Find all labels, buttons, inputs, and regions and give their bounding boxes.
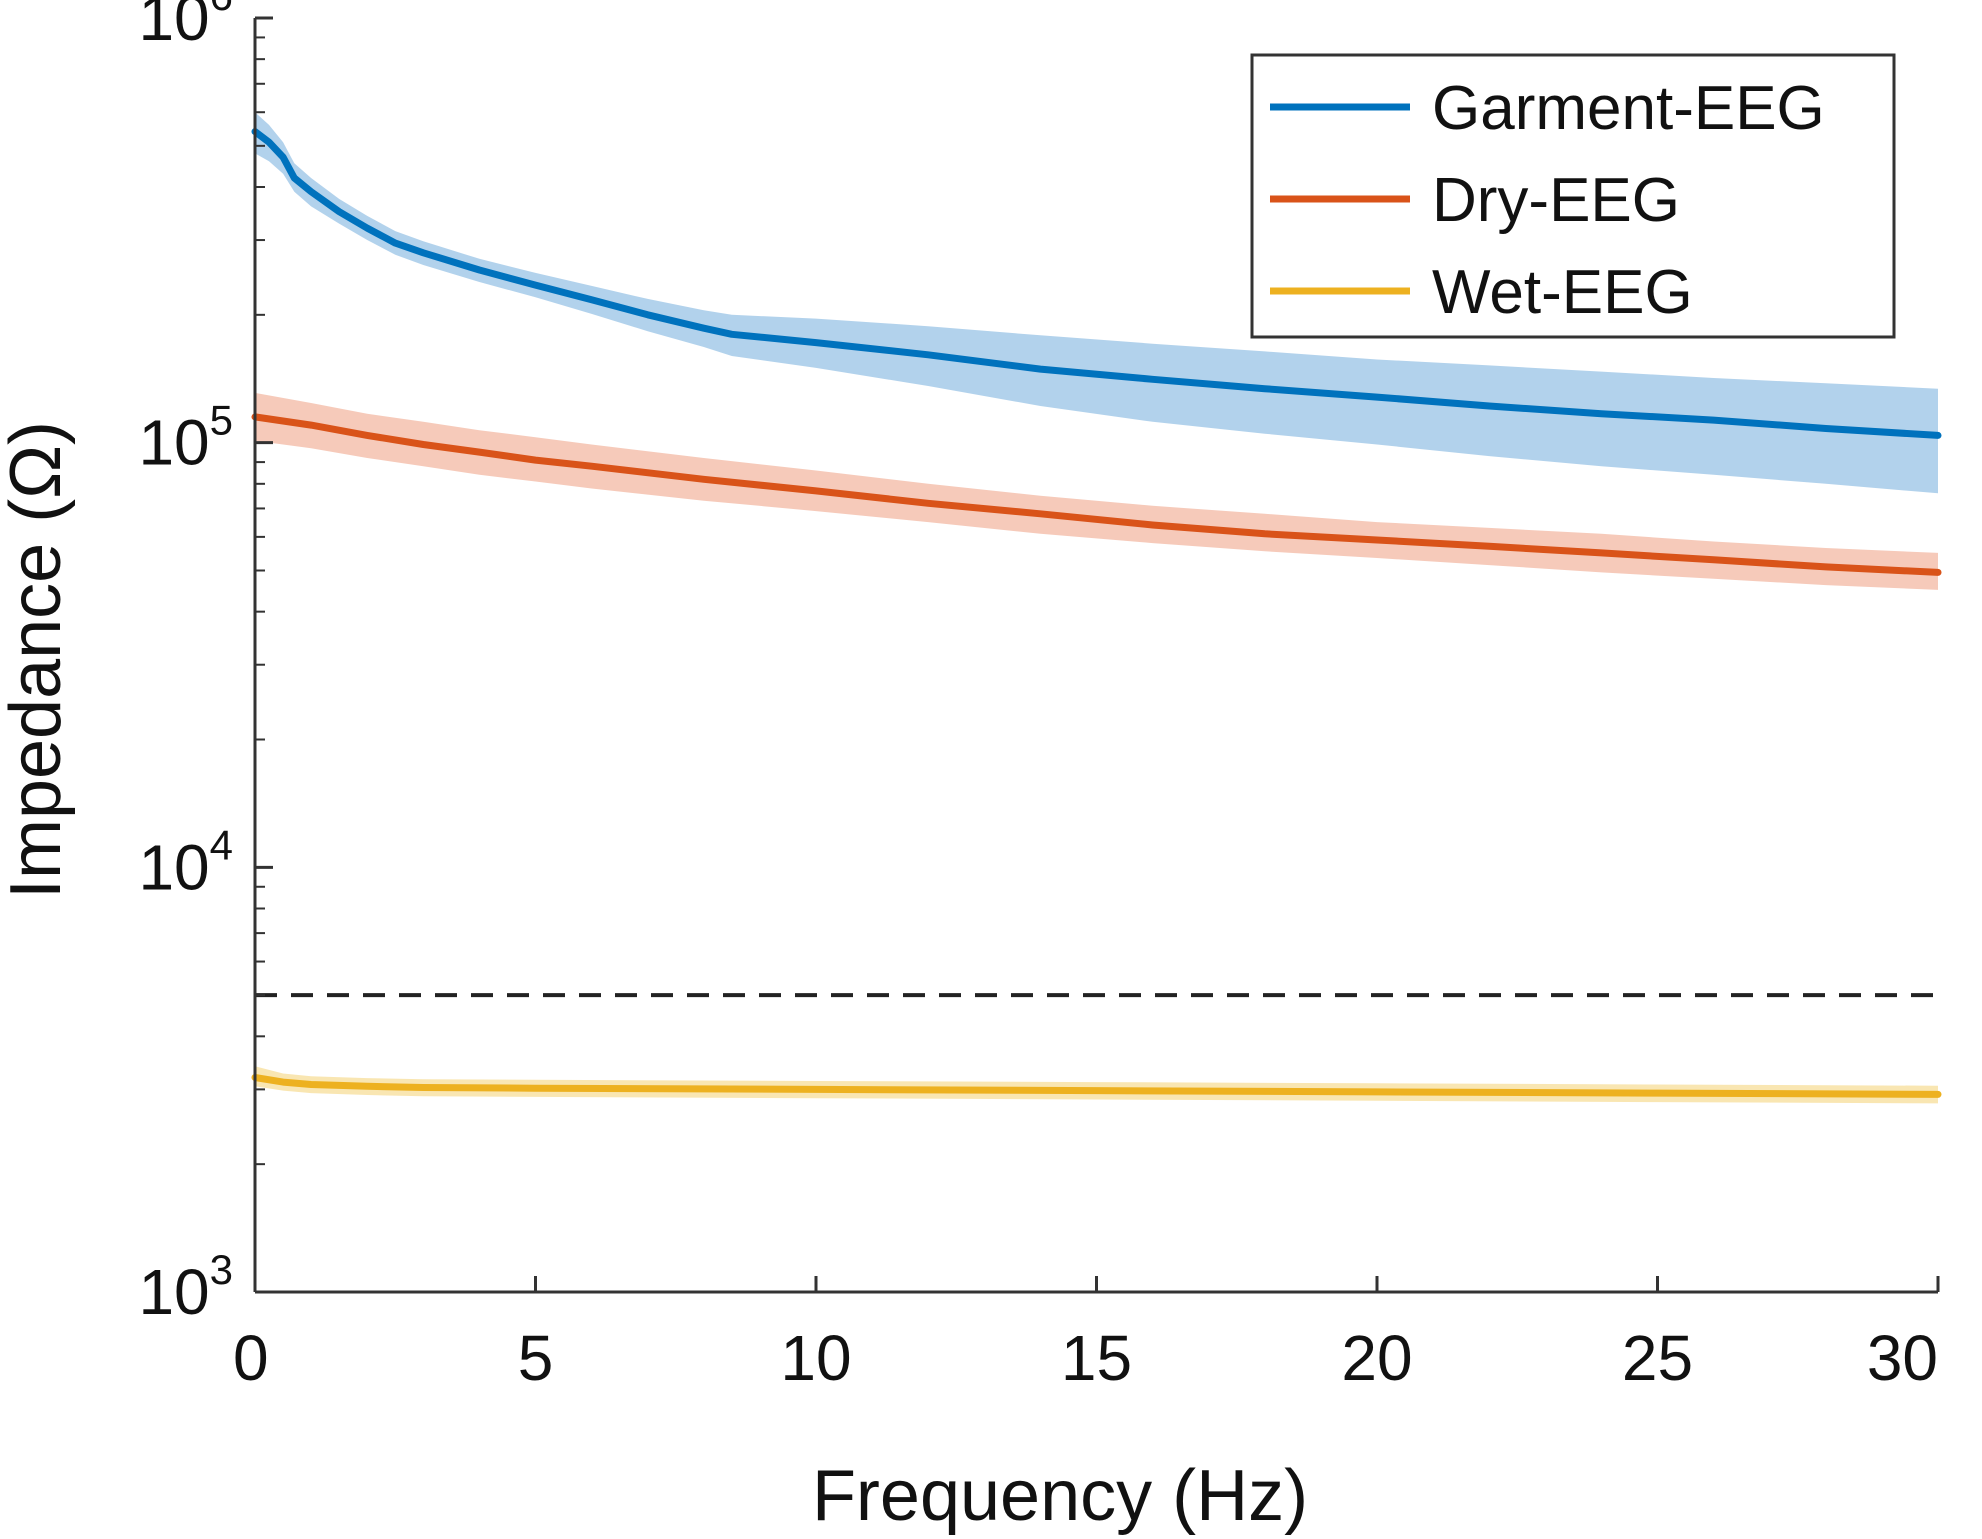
y-tick-label: 103 (138, 1246, 233, 1328)
x-tick-label: 25 (1622, 1322, 1693, 1394)
x-axis-ticks: 0 5 10 15 20 25 30 (233, 1276, 1940, 1394)
x-tick-label: 5 (518, 1322, 554, 1394)
x-tick-label: 15 (1061, 1322, 1132, 1394)
y-axis-label: Impedance (Ω) (0, 421, 76, 899)
dry-eeg-confidence-band (255, 392, 1938, 590)
x-tick-label: 10 (780, 1322, 851, 1394)
y-tick-label: 106 (138, 0, 233, 54)
x-tick-label: 20 (1341, 1322, 1412, 1394)
x-tick-label: 30 (1867, 1322, 1938, 1394)
x-tick-label: 0 (233, 1322, 269, 1394)
garment-eeg-line (251, 128, 1942, 439)
y-tick-label: 104 (138, 821, 233, 903)
x-axis-label: Frequency (Hz) (812, 1456, 1308, 1536)
garment-eeg-confidence-band (255, 112, 1938, 494)
wet-eeg-line (251, 1074, 1942, 1098)
legend-label: Wet-EEG (1432, 258, 1693, 327)
legend: Garment-EEG Dry-EEG Wet-EEG (1250, 53, 1896, 339)
y-axis-ticks: 103 104 105 106 (138, 0, 273, 1328)
series-lines (251, 128, 1942, 1098)
legend-label: Garment-EEG (1432, 74, 1825, 143)
legend-label: Dry-EEG (1432, 166, 1680, 235)
dry-eeg-line (251, 413, 1942, 576)
y-tick-label: 105 (138, 397, 233, 479)
